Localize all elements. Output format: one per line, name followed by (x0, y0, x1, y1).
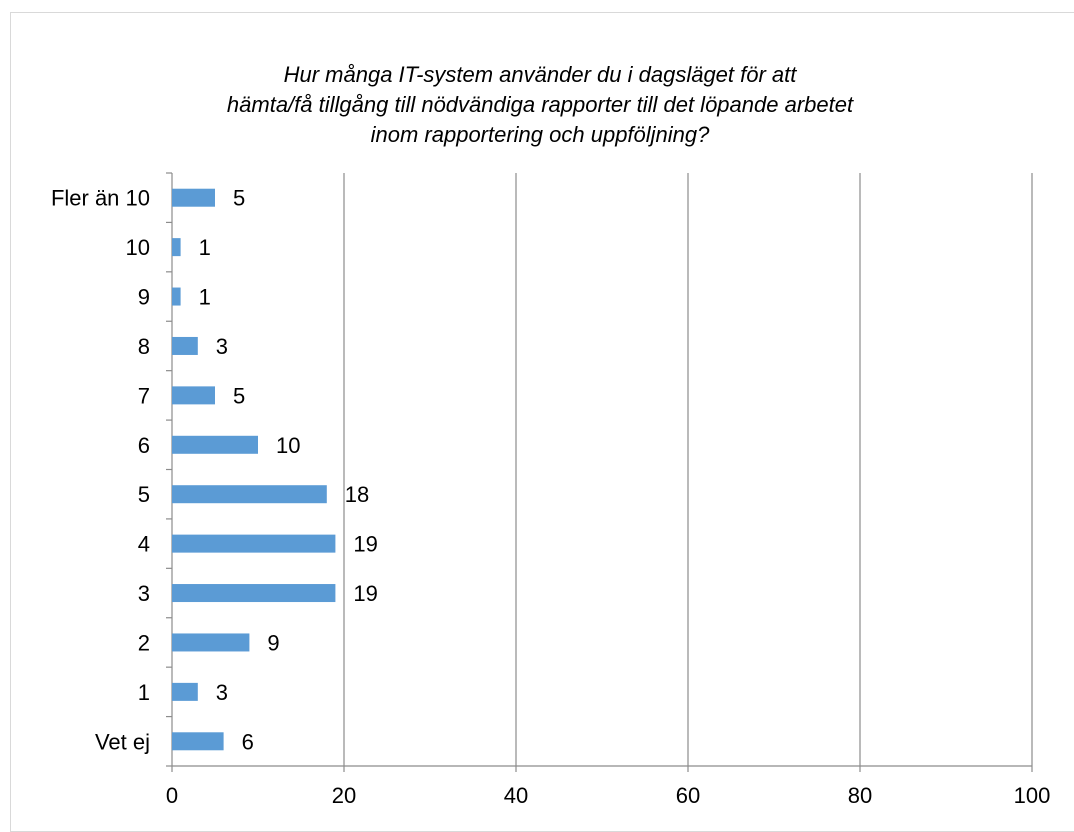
bar (172, 534, 336, 553)
bar (172, 633, 250, 652)
data-label: 6 (242, 729, 254, 754)
x-tick-label: 60 (676, 783, 700, 808)
data-label: 19 (353, 581, 377, 606)
data-label: 3 (216, 334, 228, 359)
chart-title: Hur många IT-system använder du i dagslä… (70, 60, 1010, 150)
bar (172, 682, 198, 701)
y-tick-label: 2 (138, 630, 150, 655)
y-tick-label: Vet ej (95, 729, 150, 754)
data-label: 18 (345, 482, 369, 507)
data-label: 5 (233, 186, 245, 211)
x-tick-label: 80 (848, 783, 872, 808)
data-label: 10 (276, 433, 300, 458)
bar (172, 485, 327, 504)
x-tick-label: 20 (332, 783, 356, 808)
y-tick-label: 8 (138, 334, 150, 359)
data-label: 5 (233, 383, 245, 408)
y-tick-label: 10 (126, 235, 150, 260)
data-label: 1 (199, 285, 211, 310)
bar (172, 287, 181, 306)
bar (172, 188, 215, 207)
data-label: 3 (216, 680, 228, 705)
y-tick-label: Fler än 10 (51, 186, 150, 211)
y-tick-label: 1 (138, 680, 150, 705)
data-label: 1 (199, 235, 211, 260)
chart-title-line-3: inom rapportering och uppföljning? (370, 122, 710, 147)
bar (172, 584, 336, 603)
data-label: 9 (267, 630, 279, 655)
y-tick-label: 6 (138, 433, 150, 458)
bar (172, 238, 181, 257)
x-tick-label: 0 (166, 783, 178, 808)
chart-title-line-1: Hur många IT-system använder du i dagslä… (283, 62, 797, 87)
bar (172, 435, 258, 454)
bar (172, 336, 198, 355)
y-tick-label: 9 (138, 285, 150, 310)
y-tick-label: 4 (138, 532, 150, 557)
chart-title-line-2: hämta/få tillgång till nödvändiga rappor… (226, 92, 854, 117)
y-tick-label: 5 (138, 482, 150, 507)
x-tick-label: 40 (504, 783, 528, 808)
x-tick-label: 100 (1014, 783, 1051, 808)
y-tick-label: 7 (138, 383, 150, 408)
bar (172, 732, 224, 751)
data-label: 19 (353, 532, 377, 557)
bar (172, 386, 215, 405)
y-tick-label: 3 (138, 581, 150, 606)
